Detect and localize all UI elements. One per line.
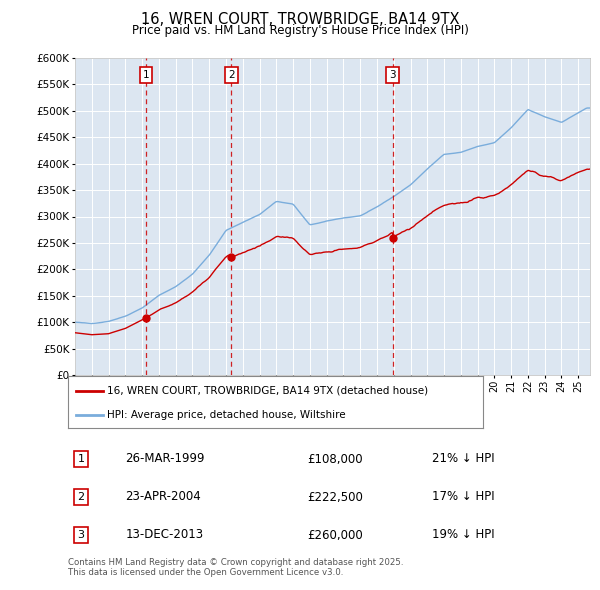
Text: £108,000: £108,000 bbox=[307, 453, 363, 466]
Text: 2: 2 bbox=[228, 70, 235, 80]
Text: 23-APR-2004: 23-APR-2004 bbox=[125, 490, 201, 503]
Text: 1: 1 bbox=[143, 70, 149, 80]
Text: Price paid vs. HM Land Registry's House Price Index (HPI): Price paid vs. HM Land Registry's House … bbox=[131, 24, 469, 37]
Text: 17% ↓ HPI: 17% ↓ HPI bbox=[432, 490, 494, 503]
Text: 3: 3 bbox=[77, 530, 85, 540]
Text: 26-MAR-1999: 26-MAR-1999 bbox=[125, 453, 205, 466]
Text: £222,500: £222,500 bbox=[307, 490, 363, 503]
Text: 21% ↓ HPI: 21% ↓ HPI bbox=[432, 453, 494, 466]
Text: 1: 1 bbox=[77, 454, 85, 464]
Text: HPI: Average price, detached house, Wiltshire: HPI: Average price, detached house, Wilt… bbox=[107, 410, 346, 420]
Text: 16, WREN COURT, TROWBRIDGE, BA14 9TX: 16, WREN COURT, TROWBRIDGE, BA14 9TX bbox=[141, 12, 459, 27]
Text: Contains HM Land Registry data © Crown copyright and database right 2025.
This d: Contains HM Land Registry data © Crown c… bbox=[68, 558, 404, 578]
Text: 2: 2 bbox=[77, 492, 85, 502]
Text: 19% ↓ HPI: 19% ↓ HPI bbox=[432, 529, 494, 542]
Text: £260,000: £260,000 bbox=[307, 529, 363, 542]
Text: 13-DEC-2013: 13-DEC-2013 bbox=[125, 529, 203, 542]
Text: 3: 3 bbox=[389, 70, 396, 80]
Text: 16, WREN COURT, TROWBRIDGE, BA14 9TX (detached house): 16, WREN COURT, TROWBRIDGE, BA14 9TX (de… bbox=[107, 385, 428, 395]
